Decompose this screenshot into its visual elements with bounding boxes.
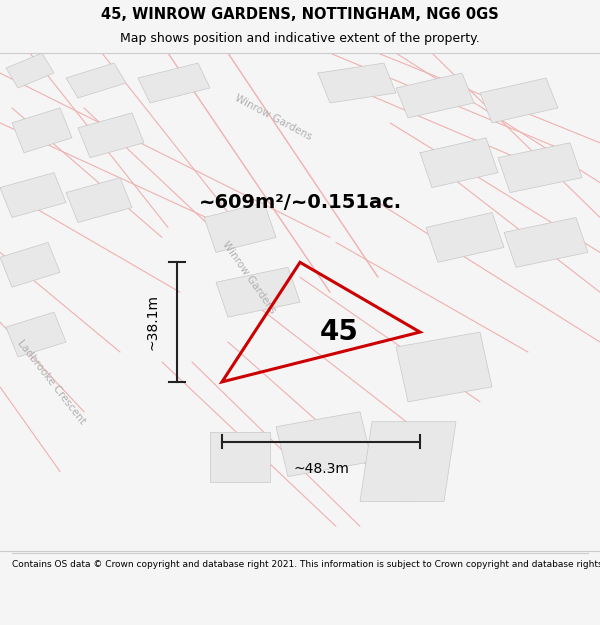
Polygon shape <box>504 217 588 268</box>
Text: Map shows position and indicative extent of the property.: Map shows position and indicative extent… <box>120 32 480 45</box>
Text: Contains OS data © Crown copyright and database right 2021. This information is : Contains OS data © Crown copyright and d… <box>12 560 600 569</box>
Polygon shape <box>318 63 396 103</box>
Polygon shape <box>66 177 132 222</box>
Polygon shape <box>216 268 300 317</box>
Polygon shape <box>138 63 210 103</box>
Polygon shape <box>426 213 504 262</box>
Polygon shape <box>0 242 60 288</box>
Polygon shape <box>0 173 66 218</box>
Polygon shape <box>210 432 270 481</box>
Polygon shape <box>66 63 126 98</box>
Text: Winrow Gardens: Winrow Gardens <box>220 239 278 315</box>
Polygon shape <box>6 53 54 88</box>
Polygon shape <box>12 108 72 152</box>
Polygon shape <box>480 78 558 123</box>
Text: 45: 45 <box>320 318 358 346</box>
Polygon shape <box>276 412 372 476</box>
Polygon shape <box>396 73 474 118</box>
Text: ~609m²/~0.151ac.: ~609m²/~0.151ac. <box>199 193 401 212</box>
Text: Winrow Gardens: Winrow Gardens <box>233 93 313 142</box>
Text: 45, WINROW GARDENS, NOTTINGHAM, NG6 0GS: 45, WINROW GARDENS, NOTTINGHAM, NG6 0GS <box>101 8 499 22</box>
Text: ~48.3m: ~48.3m <box>293 462 349 476</box>
Polygon shape <box>78 113 144 158</box>
Polygon shape <box>360 422 456 501</box>
Polygon shape <box>204 202 276 252</box>
Text: Ladbrooke Crescent: Ladbrooke Crescent <box>15 338 87 426</box>
Polygon shape <box>396 332 492 402</box>
Polygon shape <box>420 138 498 188</box>
Polygon shape <box>498 142 582 192</box>
Polygon shape <box>6 312 66 357</box>
Text: ~38.1m: ~38.1m <box>146 294 160 350</box>
